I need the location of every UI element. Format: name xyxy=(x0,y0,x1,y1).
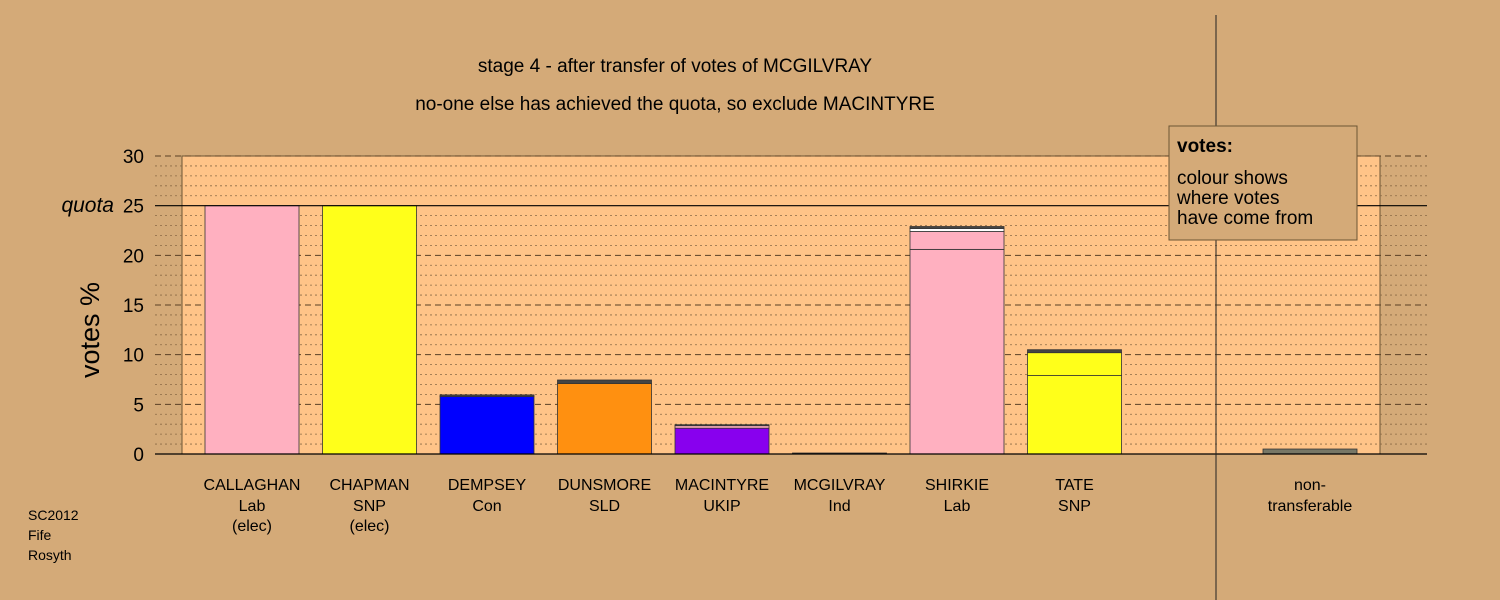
candidate-status: (elec) xyxy=(349,518,389,535)
y-tick-label: 0 xyxy=(133,445,144,466)
footer-council: Fife xyxy=(28,527,52,543)
y-tick-label: 30 xyxy=(123,147,144,168)
candidate-status: (elec) xyxy=(232,518,272,535)
bar-segment xyxy=(322,205,417,455)
y-tick-labels: 0 5 10 15 20 25 30 xyxy=(123,147,144,466)
candidate-party: UKIP xyxy=(703,498,740,515)
y-axis-label: votes % xyxy=(75,282,105,378)
legend-box xyxy=(1168,125,1358,241)
chart-subtitle: no-one else has achieved the quota, so e… xyxy=(415,94,935,115)
bar-segment xyxy=(204,205,300,455)
candidate-name: MCGILVRAY xyxy=(794,477,886,494)
candidate-name: DUNSMORE xyxy=(558,477,651,494)
bar-segment xyxy=(909,226,1005,229)
candidate-party: Lab xyxy=(239,498,266,515)
bar-segment xyxy=(674,427,770,455)
y-tick-label: 5 xyxy=(133,395,144,416)
bar-segment xyxy=(1027,375,1122,455)
bar-segment xyxy=(909,228,1005,232)
y-tick-label: 15 xyxy=(123,296,144,317)
non-transferable-bar xyxy=(1262,448,1358,455)
bar-segment xyxy=(909,231,1005,250)
candidate-name: CHAPMAN xyxy=(329,477,409,494)
bar-segment xyxy=(1027,349,1122,354)
candidate-name: MACINTYRE xyxy=(675,477,769,494)
bars xyxy=(204,205,1358,455)
candidate-party: SLD xyxy=(589,498,620,515)
bar-segment xyxy=(557,379,652,384)
non-transferable-label-1: non- xyxy=(1294,477,1326,494)
quota-label: quota xyxy=(61,194,114,217)
y-tick-label: 10 xyxy=(123,346,144,367)
non-transferable-label-2: transferable xyxy=(1268,498,1353,515)
candidate-party: SNP xyxy=(353,498,386,515)
bar-segment xyxy=(439,394,535,397)
chart-title: stage 4 - after transfer of votes of MCG… xyxy=(478,56,873,77)
candidate-party: Con xyxy=(472,498,501,515)
legend-title: votes: xyxy=(1177,136,1233,157)
legend: votes: colour shows where votes have com… xyxy=(1168,125,1358,241)
bar-segment xyxy=(557,383,652,455)
candidate-party: Ind xyxy=(828,498,850,515)
footer-election: SC2012 xyxy=(28,507,79,523)
legend-line-1: colour shows xyxy=(1177,168,1288,189)
y-tick-label: 20 xyxy=(123,246,144,267)
candidate-name: CALLAGHAN xyxy=(204,477,301,494)
candidate-party: Lab xyxy=(944,498,971,515)
candidate-name: TATE xyxy=(1055,477,1094,494)
bar-segment xyxy=(1027,352,1122,376)
legend-line-2: where votes xyxy=(1176,188,1279,209)
category-labels: CALLAGHAN Lab (elec) CHAPMAN SNP (elec) DEMPSE… xyxy=(204,477,1353,535)
bar-segment xyxy=(439,395,535,455)
candidate-party: SNP xyxy=(1058,498,1091,515)
bar-segment xyxy=(909,248,1005,455)
y-tick-label: 25 xyxy=(123,197,144,218)
footer-ward: Rosyth xyxy=(28,547,72,563)
bar-segment xyxy=(674,424,770,427)
candidate-name: DEMPSEY xyxy=(448,477,527,494)
legend-line-3: have come from xyxy=(1177,208,1313,229)
candidate-name: SHIRKIE xyxy=(925,477,989,494)
